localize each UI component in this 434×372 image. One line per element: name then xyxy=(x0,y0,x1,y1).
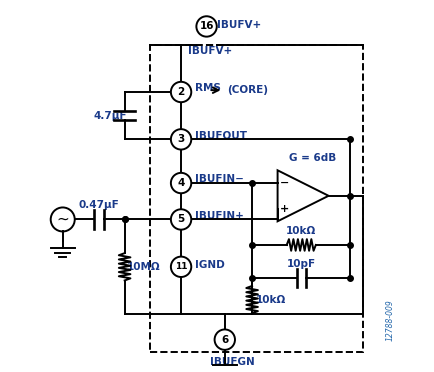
Text: 11: 11 xyxy=(174,262,187,271)
Text: −: − xyxy=(279,178,288,188)
Text: IBUFOUT: IBUFOUT xyxy=(194,131,247,141)
Text: 12788-009: 12788-009 xyxy=(384,300,393,341)
Text: 5: 5 xyxy=(177,215,184,224)
Text: 3: 3 xyxy=(177,134,184,144)
Text: IBUFIN−: IBUFIN− xyxy=(194,174,243,185)
Text: 10pF: 10pF xyxy=(286,259,315,269)
Text: (CORE): (CORE) xyxy=(227,85,267,95)
Text: 10MΩ: 10MΩ xyxy=(126,262,160,272)
Circle shape xyxy=(171,129,191,150)
Text: 2: 2 xyxy=(177,87,184,97)
Text: 10kΩ: 10kΩ xyxy=(286,226,316,236)
Text: G = 6dB: G = 6dB xyxy=(288,153,335,163)
Circle shape xyxy=(171,209,191,230)
Circle shape xyxy=(214,330,234,350)
Text: 4.7μF: 4.7μF xyxy=(93,111,127,121)
Circle shape xyxy=(171,82,191,102)
Text: IGND: IGND xyxy=(194,260,224,270)
Text: ~: ~ xyxy=(56,211,69,226)
Text: 4: 4 xyxy=(177,178,184,188)
Text: 0.47μF: 0.47μF xyxy=(79,200,119,210)
Circle shape xyxy=(171,257,191,277)
Text: 6: 6 xyxy=(220,335,228,344)
Text: RMS: RMS xyxy=(194,83,220,93)
Text: 10kΩ: 10kΩ xyxy=(255,295,285,305)
Text: IBUFGN: IBUFGN xyxy=(210,357,254,367)
Text: IBUFV+: IBUFV+ xyxy=(187,46,232,56)
Text: 16: 16 xyxy=(199,22,214,32)
Text: IBUFIN+: IBUFIN+ xyxy=(194,211,243,221)
Text: +: + xyxy=(279,203,288,214)
Text: IBUFV+: IBUFV+ xyxy=(217,20,261,30)
Circle shape xyxy=(171,173,191,193)
Circle shape xyxy=(196,16,216,37)
